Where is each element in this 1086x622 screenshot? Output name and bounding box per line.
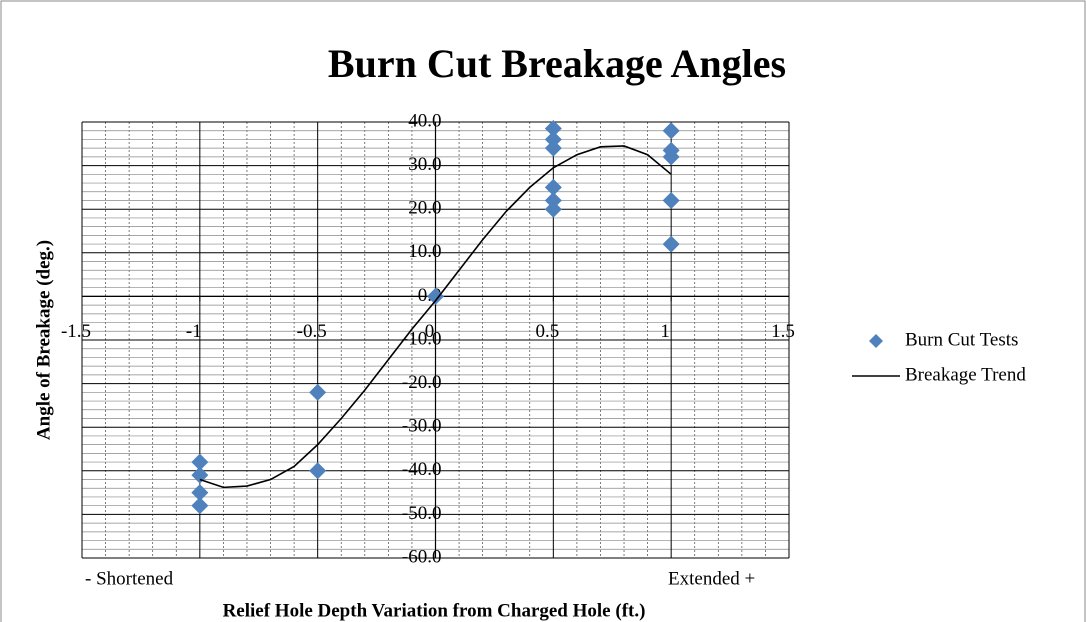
y-tick-label: 30.0 — [408, 154, 441, 175]
y-tick-label: 40.0 — [408, 110, 441, 131]
x-axis-label: Relief Hole Depth Variation from Charged… — [223, 600, 646, 621]
trend-line — [199, 145, 672, 489]
x-tick-label: 0.5 — [535, 321, 559, 342]
y-tick-label: -60.0 — [402, 546, 442, 567]
y-tick-label: -30.0 — [402, 416, 442, 437]
data-point — [544, 191, 562, 209]
x-tick-label: -1.5 — [61, 321, 91, 342]
y-axis-label: Angle of Breakage (deg.) — [33, 240, 54, 440]
data-point — [544, 130, 562, 148]
y-tick-label: -20.0 — [402, 372, 442, 393]
data-point — [191, 497, 209, 515]
x-tick-label: 0 — [425, 321, 435, 342]
data-point — [544, 200, 562, 218]
legend-label: Burn Cut Tests — [905, 329, 1018, 350]
x-tick-label: -1 — [186, 321, 202, 342]
y-tick-label: -40.0 — [402, 459, 442, 480]
data-point — [191, 453, 209, 471]
data-point — [191, 466, 209, 484]
x-tick-label: 1 — [660, 321, 670, 342]
legend-swatch — [869, 334, 883, 348]
data-point — [662, 191, 680, 209]
data-point — [309, 462, 327, 480]
data-point — [544, 139, 562, 157]
legend-label: Breakage Trend — [905, 364, 1026, 385]
data-point — [191, 484, 209, 502]
data-point — [544, 178, 562, 196]
data-point — [544, 120, 562, 138]
data-point — [309, 383, 327, 401]
y-tick-label: 20.0 — [408, 198, 441, 219]
y-tick-label: 10.0 — [408, 241, 441, 262]
x-tick-label: 1.5 — [771, 321, 795, 342]
y-tick-label: -10.0 — [402, 328, 442, 349]
annotation: Extended + — [668, 568, 755, 589]
data-point — [662, 122, 680, 140]
data-point — [662, 148, 680, 166]
annotation: - Shortened — [85, 568, 174, 589]
data-point — [427, 287, 444, 305]
x-tick-label: -0.5 — [297, 321, 327, 342]
chart-title: Burn Cut Breakage Angles — [328, 41, 786, 86]
y-tick-label: -50.0 — [402, 503, 442, 524]
data-point — [662, 235, 680, 253]
